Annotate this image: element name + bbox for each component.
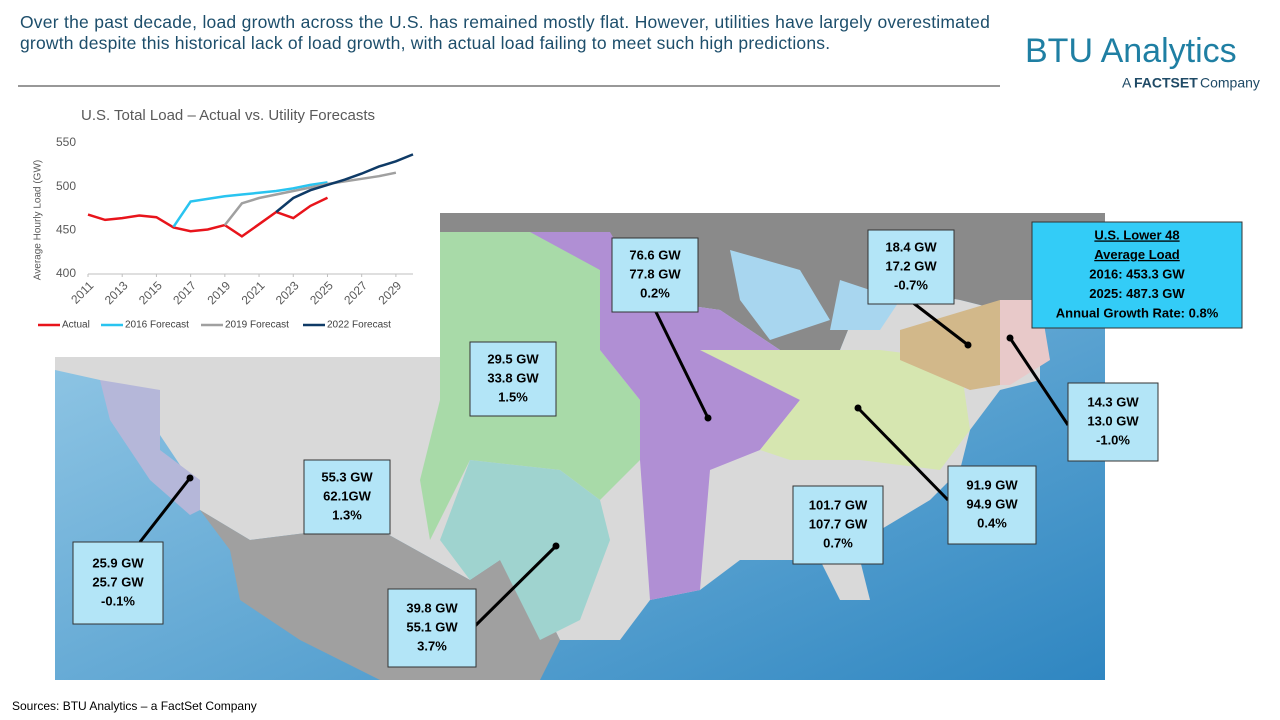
y-tick-label: 550	[56, 135, 76, 149]
callout-text: 55.1 GW	[406, 619, 458, 634]
legend-label: Actual	[62, 320, 90, 331]
y-tick-label: 500	[56, 179, 76, 193]
legend-label: 2019 Forecast	[225, 320, 289, 331]
callout-text: 94.9 GW	[966, 496, 1018, 511]
callout-text: 13.0 GW	[1087, 413, 1139, 428]
leader-line	[653, 309, 710, 419]
callout-text: 62.1GW	[323, 488, 371, 503]
y-tick-label: 400	[56, 266, 76, 280]
callout-box	[792, 485, 884, 565]
leader-dot	[1006, 334, 1014, 342]
leader-line	[856, 406, 950, 502]
legend-label: 2016 Forecast	[125, 320, 189, 331]
header-text: Over the past decade, load growth across…	[20, 12, 990, 53]
callout-text: 107.7 GW	[809, 516, 868, 531]
legend-label: 2022 Forecast	[327, 320, 391, 331]
logo-name: BTU Analytics	[1025, 32, 1237, 70]
callout-text: 25.9 GW	[92, 555, 144, 570]
callout-text: 33.8 GW	[487, 370, 539, 385]
summary-box	[1031, 221, 1243, 329]
series-line	[275, 153, 414, 213]
callout-box	[303, 459, 391, 535]
leader-dot	[854, 404, 862, 412]
callout-box	[611, 237, 699, 313]
y-tick-label: 450	[56, 223, 76, 237]
miso	[530, 232, 800, 600]
callout-box	[947, 465, 1037, 545]
leader-line	[911, 300, 969, 347]
y-axis-label: Average Hourly Load (GW)	[33, 160, 44, 280]
callout-box	[1067, 382, 1159, 462]
callout-text: 91.9 GW	[966, 477, 1018, 492]
nyiso	[900, 300, 1000, 390]
callout-text: 55.3 GW	[321, 469, 373, 484]
series-line	[223, 171, 397, 226]
chart-title: U.S. Total Load – Actual vs. Utility For…	[81, 107, 375, 124]
callout-text: 0.4%	[977, 515, 1007, 530]
pjm	[700, 350, 970, 470]
callout-text: 0.7%	[823, 535, 853, 550]
callout-text: 17.2 GW	[885, 258, 937, 273]
summary-text: U.S. Lower 48	[1094, 227, 1179, 242]
logo-prefix: A	[1122, 75, 1132, 91]
caiso	[100, 380, 200, 515]
summary-text: Average Load	[1094, 247, 1180, 262]
callout-text: 1.5%	[498, 389, 528, 404]
callout-text: -0.1%	[101, 593, 135, 608]
summary-text: 2025: 487.3 GW	[1089, 286, 1185, 301]
callout-text: 25.7 GW	[92, 574, 144, 589]
callout-text: 18.4 GW	[885, 239, 937, 254]
callout-box	[387, 588, 477, 668]
logo-brand: FACTSET	[1134, 75, 1198, 91]
callout-text: 77.8 GW	[629, 266, 681, 281]
callout-text: 39.8 GW	[406, 600, 458, 615]
callout-text: 1.3%	[332, 507, 362, 522]
leader-dot	[552, 542, 560, 550]
callout-text: 101.7 GW	[809, 497, 868, 512]
great-lakes	[730, 250, 900, 340]
callout-text: 76.6 GW	[629, 247, 681, 262]
series-line	[172, 181, 328, 228]
summary-text: Annual Growth Rate: 0.8%	[1056, 305, 1219, 320]
summary-text: 2016: 453.3 GW	[1089, 266, 1185, 281]
leader-dot	[186, 474, 194, 482]
leader-line	[138, 477, 192, 543]
callout-box	[867, 229, 955, 305]
logo-suffix: Company	[1200, 75, 1260, 91]
callout-text: -1.0%	[1096, 432, 1130, 447]
leader-dot	[964, 341, 972, 349]
leader-dot	[704, 414, 712, 422]
source: Sources: BTU Analytics – a FactSet Compa…	[12, 699, 257, 713]
callout-text: 3.7%	[417, 638, 447, 653]
leader-line	[1008, 337, 1070, 426]
logo-tagline: A FACTSET Company	[1122, 75, 1260, 91]
callout-text: 14.3 GW	[1087, 394, 1139, 409]
ercot	[440, 460, 610, 640]
callout-text: 29.5 GW	[487, 351, 539, 366]
callout-box	[72, 541, 164, 625]
series-line	[87, 196, 329, 238]
callout-text: -0.7%	[894, 277, 928, 292]
callout-box	[469, 341, 557, 417]
callout-text: 0.2%	[640, 285, 670, 300]
leader-line	[473, 544, 558, 628]
